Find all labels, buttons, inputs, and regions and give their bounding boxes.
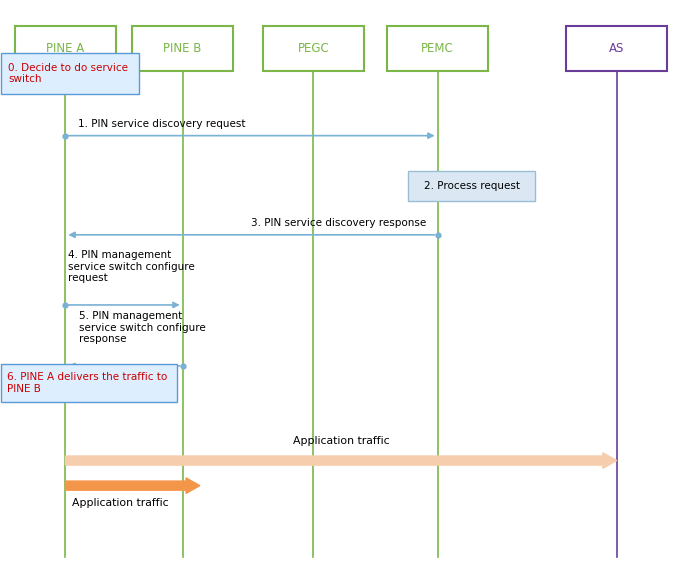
FancyBboxPatch shape <box>1 53 139 94</box>
FancyBboxPatch shape <box>408 171 535 201</box>
FancyArrow shape <box>65 478 200 494</box>
Text: PINE B: PINE B <box>163 42 202 55</box>
FancyBboxPatch shape <box>132 26 233 71</box>
Text: 6. PINE A delivers the traffic to
PINE B: 6. PINE A delivers the traffic to PINE B <box>7 372 167 394</box>
Text: PEGC: PEGC <box>298 42 329 55</box>
Text: Application traffic: Application traffic <box>293 436 389 446</box>
Text: AS: AS <box>609 42 624 55</box>
FancyBboxPatch shape <box>15 26 116 71</box>
FancyArrow shape <box>65 453 617 469</box>
Text: 5. PIN management
service switch configure
response: 5. PIN management service switch configu… <box>79 311 206 344</box>
Text: PINE A: PINE A <box>46 42 85 55</box>
Text: 2. Process request: 2. Process request <box>424 181 520 191</box>
Text: 1. PIN service discovery request: 1. PIN service discovery request <box>78 119 245 129</box>
Text: PEMC: PEMC <box>421 42 454 55</box>
Text: Application traffic: Application traffic <box>72 498 169 508</box>
FancyBboxPatch shape <box>263 26 364 71</box>
Text: 0. Decide to do service
switch: 0. Decide to do service switch <box>8 63 128 84</box>
Text: 4. PIN management
service switch configure
request: 4. PIN management service switch configu… <box>68 250 194 283</box>
FancyBboxPatch shape <box>566 26 667 71</box>
FancyBboxPatch shape <box>1 364 177 402</box>
FancyBboxPatch shape <box>387 26 488 71</box>
Text: 3. PIN service discovery response: 3. PIN service discovery response <box>251 218 426 228</box>
